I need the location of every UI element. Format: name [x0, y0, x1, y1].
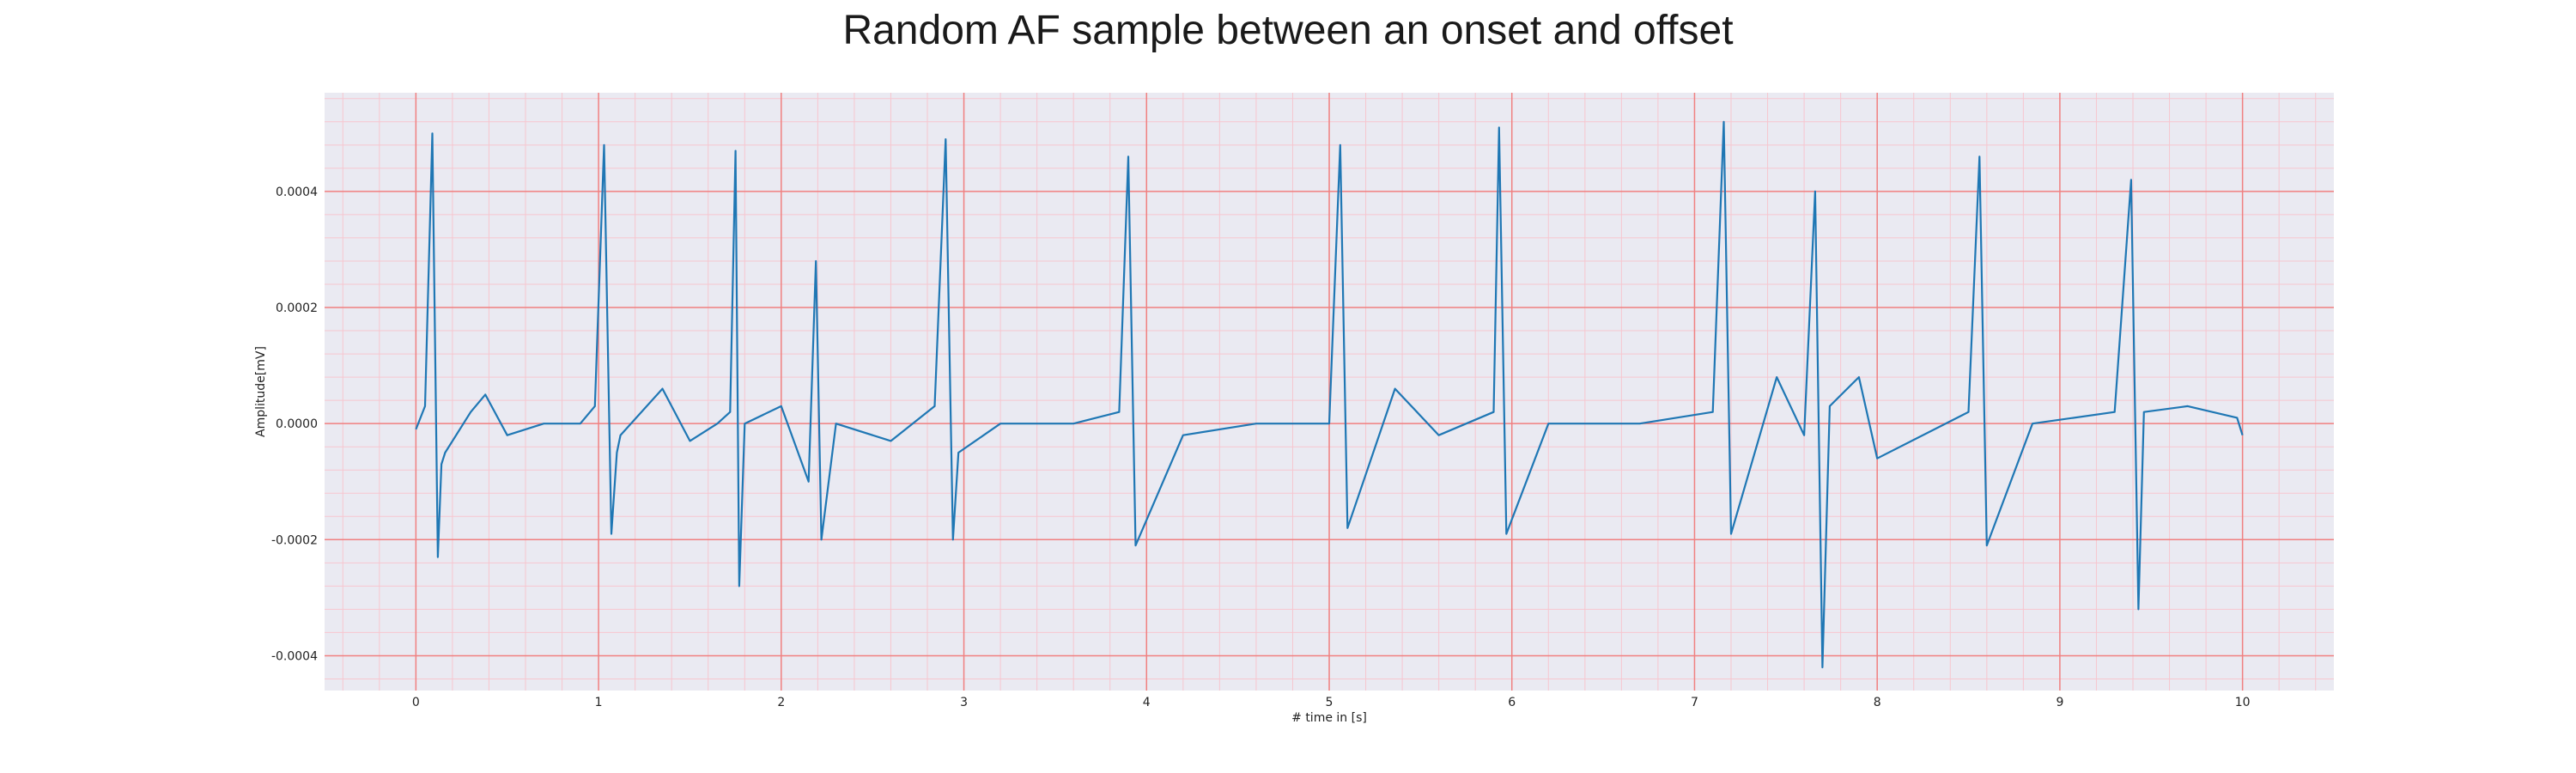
ecg-signal-line: [415, 120, 2244, 669]
x-tick-label: 4: [1143, 696, 1151, 709]
x-tick-label: 10: [2235, 696, 2251, 709]
y-tick-labels: -0.0004 -0.0002 0.0000 0.0002 0.0004: [271, 186, 318, 664]
x-tick-labels: 0 1 2 3 4 5 6 7 8 9 10: [412, 696, 2251, 709]
x-tick-label: 5: [1326, 696, 1334, 709]
x-tick-label: 7: [1691, 696, 1698, 709]
y-tick-label: 0.0004: [276, 186, 318, 199]
y-tick-label: 0.0002: [276, 301, 318, 315]
y-tick-label: -0.0004: [271, 649, 318, 663]
x-tick-label: 9: [2056, 696, 2063, 709]
y-tick-label: 0.0000: [276, 417, 318, 431]
chart-title: Random AF sample between an onset and of…: [842, 8, 1734, 53]
x-tick-label: 3: [960, 696, 968, 709]
x-tick-label: 1: [595, 696, 603, 709]
y-axis-label: Amplitude[mV]: [254, 346, 268, 437]
x-tick-label: 8: [1874, 696, 1881, 709]
x-tick-label: 6: [1508, 696, 1516, 709]
y-tick-label: -0.0002: [271, 533, 318, 547]
x-axis-label: # time in [s]: [1291, 711, 1367, 725]
x-tick-label: 2: [777, 696, 785, 709]
x-tick-label: 0: [412, 696, 420, 709]
